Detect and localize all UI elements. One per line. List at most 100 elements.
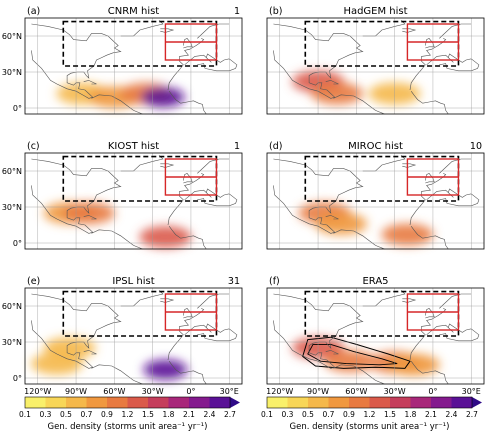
y-tick-label: 30°N bbox=[2, 338, 22, 347]
colorbar-tick-label: 2.4 bbox=[446, 410, 458, 419]
coastline bbox=[402, 163, 417, 168]
panel-title: IPSL hist bbox=[112, 276, 154, 287]
panel-tag: (c) bbox=[27, 141, 40, 152]
panel-count: 10 bbox=[470, 141, 482, 152]
x-tick-label: 90°W bbox=[65, 387, 87, 396]
coastline bbox=[409, 173, 447, 226]
coastline bbox=[91, 229, 143, 250]
x-tick-label: 60°W bbox=[103, 387, 125, 396]
x-tick-label: 30°W bbox=[142, 387, 164, 396]
colorbar-tick-label: 0.1 bbox=[261, 410, 273, 419]
panel-title: HadGEM hist bbox=[343, 6, 407, 17]
coastline bbox=[31, 158, 122, 234]
x-tick-label: 60°W bbox=[345, 387, 367, 396]
coastline bbox=[362, 20, 406, 37]
region-box-dashed bbox=[62, 20, 218, 67]
panel-title: CNRM hist bbox=[108, 6, 160, 17]
density-blob bbox=[30, 352, 83, 375]
colorbar-tick-label: 1.2 bbox=[122, 410, 134, 419]
colorbar-segment bbox=[168, 397, 190, 408]
colorbar-tick-label: 1.2 bbox=[364, 410, 376, 419]
coastline bbox=[402, 28, 417, 33]
coastline bbox=[31, 293, 122, 369]
colorbar-segment bbox=[209, 397, 231, 408]
coastline bbox=[31, 23, 122, 99]
y-tick-label: 60°N bbox=[2, 167, 22, 176]
map-frame bbox=[24, 152, 243, 250]
coastline bbox=[83, 215, 97, 220]
panel-tag: (f) bbox=[269, 276, 280, 287]
panel-title: KIOST hist bbox=[108, 141, 159, 152]
colorbar-tick-label: 0.7 bbox=[81, 410, 93, 419]
y-tick-label: 30°N bbox=[2, 203, 22, 212]
colorbar-segment bbox=[267, 397, 288, 408]
map-frame bbox=[266, 287, 485, 385]
y-tick-label: 0° bbox=[13, 374, 22, 383]
coastline bbox=[325, 350, 339, 355]
coastline bbox=[325, 80, 339, 85]
colorbar-tick-label: 0.1 bbox=[19, 410, 31, 419]
coastline bbox=[410, 91, 449, 115]
colorbar-segment bbox=[410, 397, 432, 408]
colorbar-tick-label: 1.8 bbox=[163, 410, 175, 419]
coastline bbox=[167, 308, 205, 361]
colorbar-tick-label: 2.7 bbox=[466, 410, 478, 419]
colorbar-segment bbox=[25, 397, 46, 408]
density-blob bbox=[311, 82, 364, 105]
map-frame bbox=[24, 17, 243, 115]
colorbar: 0.1 0.3 0.5 0.7 0.9 1.2 1.5 1.8 2.1 2.4 2.7 Gen. de… bbox=[19, 396, 240, 432]
y-tick-label: 60°N bbox=[2, 302, 22, 311]
panel-tag: (a) bbox=[27, 6, 40, 17]
colorbar-tick-label: 0.5 bbox=[302, 410, 314, 419]
colorbar-label: Gen. density (storms unit area⁻¹ yr⁻¹) bbox=[48, 422, 208, 432]
coastline bbox=[197, 158, 230, 174]
coastline bbox=[362, 290, 406, 307]
coastline bbox=[402, 298, 417, 303]
coastline bbox=[273, 293, 364, 369]
coastline bbox=[83, 80, 97, 85]
y-tick-label: 0° bbox=[13, 104, 22, 113]
map-panel: (f) ERA5 120°W 90°W 60°W 30°W 0° 30°E bbox=[266, 276, 485, 396]
x-tick-label: 30°W bbox=[384, 387, 406, 396]
map-frame bbox=[266, 152, 485, 250]
y-tick-label: 60°N bbox=[2, 32, 22, 41]
coastline bbox=[197, 293, 230, 309]
colorbar-frame bbox=[266, 396, 473, 409]
panel-tag: (e) bbox=[27, 276, 40, 287]
colorbar-tick-label: 0.7 bbox=[323, 410, 335, 419]
coastline bbox=[120, 290, 164, 307]
colorbar-tick-label: 1.5 bbox=[142, 410, 154, 419]
coastline bbox=[91, 364, 143, 385]
coastline bbox=[410, 226, 449, 250]
colorbar-segment bbox=[66, 397, 87, 408]
colorbar-tick-label: 1.8 bbox=[405, 410, 417, 419]
colorbar-segment bbox=[431, 397, 452, 408]
coastline bbox=[333, 229, 385, 250]
coastline bbox=[167, 38, 205, 91]
density-field bbox=[30, 337, 188, 380]
colorbar-tick-label: 0.5 bbox=[60, 410, 72, 419]
coastline bbox=[160, 163, 175, 168]
colorbar-segment bbox=[451, 397, 473, 408]
colorbar-extension bbox=[230, 397, 240, 408]
panel-count: 1 bbox=[234, 141, 240, 152]
region-box-dashed bbox=[304, 20, 460, 67]
coastline bbox=[120, 155, 164, 172]
map-panel: (b) HadGEM hist bbox=[266, 6, 485, 115]
panel-count: 1 bbox=[234, 6, 240, 17]
x-tick-label: 30°E bbox=[220, 387, 239, 396]
coastline bbox=[273, 23, 364, 99]
colorbar: 0.1 0.3 0.5 0.7 0.9 1.2 1.5 1.8 2.1 2.4 2.7 Gen. de… bbox=[261, 396, 482, 432]
panel-tag: (d) bbox=[269, 141, 282, 152]
colorbar-segment bbox=[287, 397, 309, 408]
y-tick-label: 30°N bbox=[2, 68, 22, 77]
colorbar-segment bbox=[328, 397, 350, 408]
coastline bbox=[197, 23, 230, 39]
region-box-dashed bbox=[62, 155, 218, 202]
colorbar-segment bbox=[45, 397, 67, 408]
coastline bbox=[91, 94, 143, 115]
panel-title: ERA5 bbox=[362, 276, 388, 287]
x-tick-label: 120°W bbox=[24, 387, 51, 396]
colorbar-tick-label: 0.9 bbox=[343, 410, 355, 419]
